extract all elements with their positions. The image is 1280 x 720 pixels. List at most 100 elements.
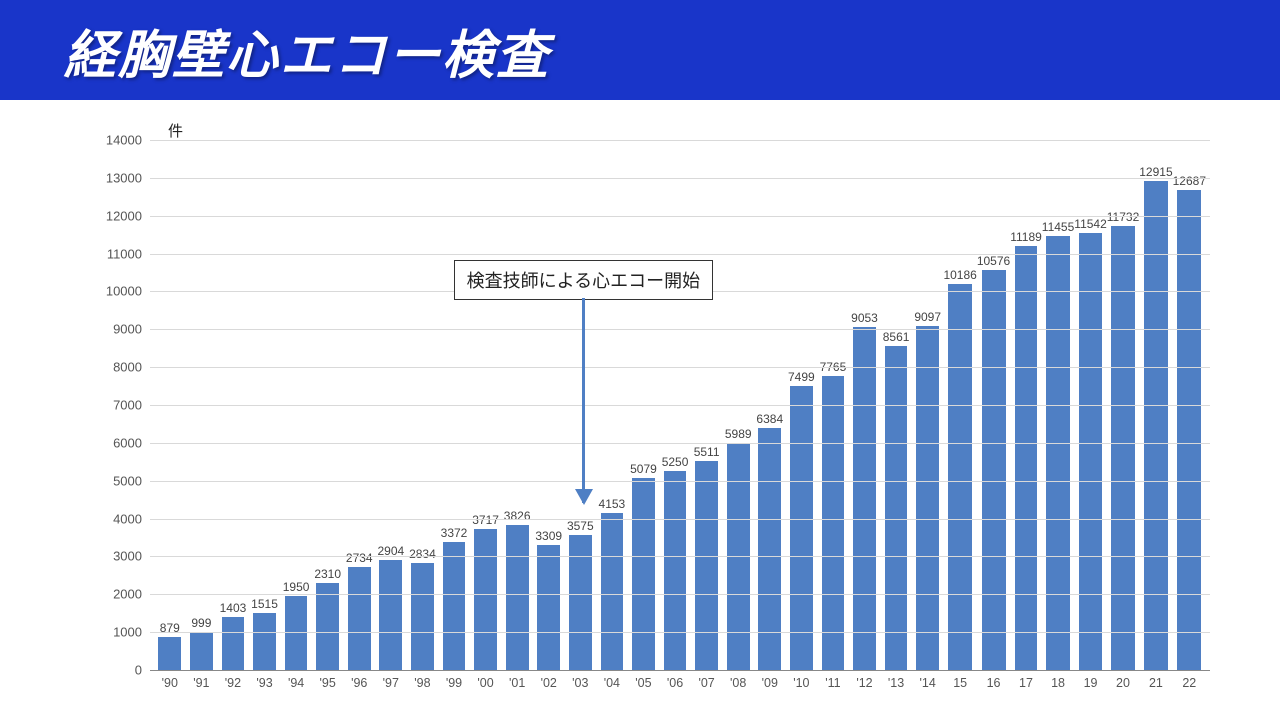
gridline — [150, 594, 1210, 595]
x-tick-label: 17 — [1019, 676, 1033, 690]
y-tick-label: 4000 — [113, 511, 142, 526]
y-tick-label: 14000 — [106, 133, 142, 148]
x-tick-label: '94 — [288, 676, 304, 690]
bar — [916, 326, 939, 670]
annotation-box: 検査技師による心エコー開始 — [454, 260, 713, 300]
bar-value-label: 999 — [191, 616, 211, 630]
bar — [790, 386, 813, 670]
annotation-arrow — [582, 298, 585, 503]
gridline — [150, 405, 1210, 406]
bar-value-label: 3575 — [567, 519, 594, 533]
bar — [379, 560, 402, 670]
bar-value-label: 7499 — [788, 370, 815, 384]
x-tick-label: '06 — [667, 676, 683, 690]
x-tick-label: 18 — [1051, 676, 1065, 690]
chart-area: 件 879'90999'911403'921515'931950'942310'… — [90, 120, 1220, 700]
bar — [506, 525, 529, 670]
gridline — [150, 481, 1210, 482]
bar — [1079, 233, 1102, 670]
bar — [316, 583, 339, 670]
x-tick-label: '08 — [730, 676, 746, 690]
bar — [348, 567, 371, 671]
bar — [158, 637, 181, 670]
bar — [758, 428, 781, 670]
bar-value-label: 10576 — [977, 254, 1010, 268]
gridline — [150, 519, 1210, 520]
page-title: 経胸壁心エコー検査 — [64, 13, 550, 88]
bar-value-label: 1403 — [220, 601, 247, 615]
bar-value-label: 1515 — [251, 597, 278, 611]
bar-value-label: 11189 — [1010, 230, 1042, 244]
x-tick-label: 15 — [953, 676, 967, 690]
gridline — [150, 254, 1210, 255]
gridline — [150, 670, 1210, 671]
bar — [664, 471, 687, 670]
gridline — [150, 367, 1210, 368]
gridline — [150, 178, 1210, 179]
gridline — [150, 140, 1210, 141]
annotation-text: 検査技師による心エコー開始 — [467, 271, 700, 291]
x-tick-label: '03 — [572, 676, 588, 690]
bar — [695, 461, 718, 670]
bar — [1177, 190, 1201, 670]
x-tick-label: '97 — [383, 676, 399, 690]
bar — [253, 613, 276, 670]
bar-value-label: 5989 — [725, 427, 752, 441]
bar — [1111, 226, 1134, 670]
x-tick-label: '96 — [351, 676, 367, 690]
y-tick-label: 10000 — [106, 284, 142, 299]
x-tick-label: '91 — [193, 676, 209, 690]
bar-value-label: 10186 — [943, 268, 976, 282]
bar-value-label: 9097 — [914, 310, 941, 324]
x-tick-label: '07 — [698, 676, 714, 690]
chart-plot: 879'90999'911403'921515'931950'942310'95… — [150, 140, 1210, 670]
x-tick-label: '05 — [635, 676, 651, 690]
gridline — [150, 216, 1210, 217]
x-tick-label: '14 — [920, 676, 936, 690]
bar-value-label: 8561 — [883, 330, 910, 344]
bar — [537, 545, 560, 670]
bar — [948, 284, 972, 670]
bar — [443, 542, 466, 670]
y-tick-label: 0 — [135, 663, 142, 678]
bar — [1046, 236, 1069, 670]
bar-value-label: 2310 — [314, 567, 341, 581]
title-bar: 経胸壁心エコー検査 — [0, 0, 1280, 100]
x-tick-label: '95 — [320, 676, 336, 690]
bar-value-label: 11732 — [1107, 210, 1139, 224]
bar-value-label: 11455 — [1042, 220, 1074, 234]
bar-value-label: 2734 — [346, 551, 373, 565]
y-tick-label: 8000 — [113, 360, 142, 375]
bar — [1015, 246, 1038, 670]
bar — [853, 327, 876, 670]
bar-value-label: 5250 — [662, 455, 689, 469]
x-tick-label: '92 — [225, 676, 241, 690]
bar — [190, 632, 213, 670]
bar-value-label: 5079 — [630, 462, 657, 476]
unit-label: 件 — [168, 120, 183, 141]
x-tick-label: '98 — [414, 676, 430, 690]
bar — [569, 535, 592, 670]
x-tick-label: '12 — [856, 676, 872, 690]
x-tick-label: '11 — [825, 676, 840, 690]
x-tick-label: '90 — [162, 676, 178, 690]
bar — [885, 346, 908, 670]
bar-value-label: 5511 — [694, 445, 720, 459]
y-tick-label: 3000 — [113, 549, 142, 564]
y-tick-label: 1000 — [113, 625, 142, 640]
x-tick-label: '09 — [762, 676, 778, 690]
bar-value-label: 12687 — [1173, 174, 1206, 188]
x-tick-label: '13 — [888, 676, 904, 690]
bar — [474, 529, 497, 670]
gridline — [150, 556, 1210, 557]
bar-value-label: 3309 — [535, 529, 562, 543]
x-tick-label: '93 — [256, 676, 272, 690]
bar-value-label: 1950 — [283, 580, 310, 594]
x-tick-label: '04 — [604, 676, 620, 690]
y-tick-label: 5000 — [113, 473, 142, 488]
y-tick-label: 6000 — [113, 435, 142, 450]
x-tick-label: 19 — [1084, 676, 1098, 690]
x-tick-label: 21 — [1149, 676, 1163, 690]
x-tick-label: '01 — [509, 676, 525, 690]
y-tick-label: 11000 — [107, 246, 142, 261]
